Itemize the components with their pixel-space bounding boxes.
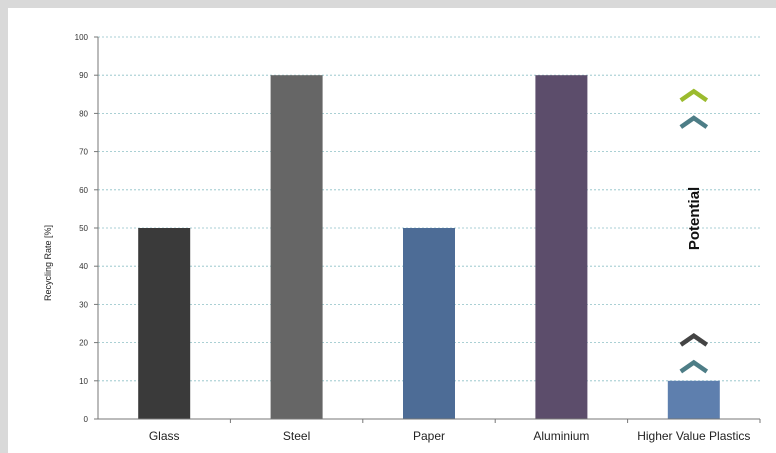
y-tick-label: 40 [79, 262, 88, 271]
bar-aluminium [535, 75, 588, 419]
y-tick-label: 90 [79, 71, 88, 80]
bar-layer [138, 75, 720, 419]
y-tick-label: 0 [84, 415, 89, 424]
x-tick-label: Paper [413, 429, 445, 443]
bar-higher-value-plastics [667, 380, 720, 419]
potential-annotation: Potential [679, 88, 709, 374]
bar-steel [270, 75, 323, 419]
bar-glass [138, 228, 191, 419]
y-tick-label: 50 [79, 224, 88, 233]
chevron-up-icon [679, 88, 709, 103]
potential-label: Potential [686, 187, 703, 250]
bar-paper [403, 228, 455, 419]
axis-layer: 0 10 20 30 40 50 60 70 80 90 100 Glass Steel Paper Alu… [75, 33, 761, 443]
y-tick-label: 30 [79, 300, 88, 309]
x-tick-label: Steel [283, 429, 310, 443]
x-tick-label: Higher Value Plastics [637, 429, 750, 443]
bar-chart: 0 10 20 30 40 50 60 70 80 90 100 Glass Steel Paper Alu… [43, 33, 761, 443]
chevron-up-icon [679, 333, 709, 347]
x-tick-label: Glass [149, 429, 180, 443]
y-tick-label: 60 [79, 186, 88, 195]
y-tick-label: 80 [79, 109, 88, 118]
y-tick-label: 20 [79, 339, 88, 348]
y-tick-label: 70 [79, 148, 88, 157]
x-tick-label: Aluminium [533, 429, 589, 443]
chart-frame: 0 10 20 30 40 50 60 70 80 90 100 Glass Steel Paper Alu… [8, 8, 776, 453]
y-tick-label: 100 [75, 33, 89, 42]
chevron-up-icon [679, 359, 709, 374]
y-tick-label: 10 [79, 377, 88, 386]
y-axis-title: Recycling Rate [%] [43, 225, 53, 301]
chevron-up-icon [679, 115, 709, 129]
